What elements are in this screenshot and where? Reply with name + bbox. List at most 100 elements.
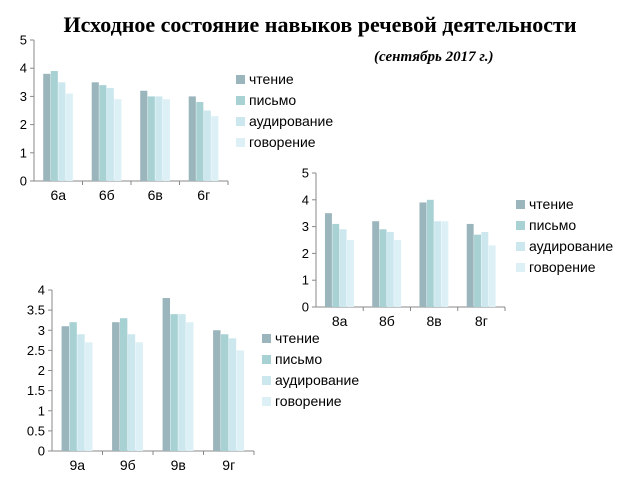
bar-говорение-8а: [346, 240, 354, 307]
bar-аудирование-8а: [339, 229, 347, 307]
bar-чтение-9б: [112, 322, 120, 451]
legend-label: чтение: [529, 196, 574, 212]
y-tick-label: 5: [302, 166, 309, 181]
bar-чтение-9в: [162, 298, 171, 451]
y-tick-label: 2: [38, 363, 45, 378]
y-tick-label: 3: [302, 219, 309, 234]
legend-swatch: [516, 263, 525, 272]
bar-чтение-8б: [372, 221, 380, 307]
legend-label: аудирование: [529, 238, 613, 254]
legend-swatch: [262, 334, 271, 343]
bar-аудирование-8в: [434, 221, 442, 307]
bar-письмо-8в: [426, 199, 434, 307]
y-tick-label: 1.5: [27, 383, 45, 398]
bar-аудирование-6в: [155, 96, 163, 181]
bar-аудирование-9г: [228, 338, 237, 451]
legend-label: письмо: [529, 217, 576, 233]
chart-1: 0 1 2 3 4 5 8а 8б 8в 8г чтение письмо аудирование гов…: [302, 166, 614, 330]
x-category-label: 9г: [222, 457, 235, 473]
x-category-label: 6а: [50, 187, 66, 203]
legend-swatch: [262, 355, 271, 364]
y-tick-label: 0.5: [27, 423, 45, 438]
y-tick-label: 2.5: [27, 343, 45, 358]
bar-чтение-6а: [43, 73, 51, 181]
y-tick-label: 4: [38, 283, 45, 298]
legend-label: говорение: [529, 259, 596, 275]
legend-swatch: [236, 138, 245, 147]
legend-swatch: [262, 376, 271, 385]
y-tick-label: 0: [20, 174, 27, 189]
bar-говорение-8в: [441, 221, 449, 307]
bar-говорение-6б: [114, 99, 122, 181]
legend-label: говорение: [249, 134, 316, 150]
bar-аудирование-9а: [77, 334, 85, 451]
y-tick-label: 3: [38, 323, 45, 338]
bar-говорение-8г: [488, 245, 496, 307]
legend-swatch: [236, 96, 245, 105]
legend-label: говорение: [275, 393, 342, 409]
y-tick-label: 3.5: [27, 303, 45, 318]
y-tick-label: 4: [20, 61, 27, 76]
bar-письмо-9в: [170, 314, 178, 451]
bar-чтение-6б: [91, 82, 99, 181]
x-category-label: 8г: [475, 313, 488, 329]
y-tick-label: 0: [302, 300, 309, 315]
y-tick-label: 0: [38, 444, 45, 459]
bar-говорение-9а: [85, 342, 93, 451]
bar-письмо-6в: [147, 96, 155, 181]
bar-аудирование-9в: [178, 314, 186, 451]
bar-говорение-6а: [65, 93, 73, 181]
y-tick-label: 4: [302, 192, 309, 207]
bar-чтение-8в: [419, 202, 427, 307]
bar-письмо-6б: [99, 85, 107, 181]
bar-письмо-6а: [50, 71, 58, 181]
legend-label: аудирование: [275, 372, 359, 388]
bar-говорение-9г: [236, 350, 245, 451]
legend-label: письмо: [275, 351, 322, 367]
y-tick-label: 1: [302, 273, 309, 288]
bar-говорение-6г: [211, 116, 219, 181]
legend-label: аудирование: [249, 113, 333, 129]
bar-чтение-6в: [140, 90, 148, 181]
bar-аудирование-6б: [106, 87, 114, 181]
y-tick-label: 5: [20, 33, 27, 48]
y-tick-label: 1: [38, 403, 45, 418]
legend-label: чтение: [275, 330, 320, 346]
x-category-label: 6в: [148, 187, 163, 203]
y-tick-label: 3: [20, 89, 27, 104]
bar-чтение-9а: [61, 326, 70, 451]
y-tick-label: 2: [302, 246, 309, 261]
bar-аудирование-8б: [386, 231, 394, 307]
bar-письмо-8б: [379, 229, 387, 307]
chart-2: 0 0.5 1 1.5 2 2.5 3 3.5 4 9а 9б 9в 9г чтение письмо ауд…: [27, 283, 359, 474]
x-category-label: 8б: [379, 313, 395, 329]
legend-swatch: [516, 200, 525, 209]
bar-письмо-9б: [119, 318, 128, 451]
x-category-label: 8а: [332, 313, 348, 329]
legend-swatch: [236, 117, 245, 126]
bar-письмо-8а: [332, 223, 340, 307]
bar-аудирование-8г: [481, 231, 489, 307]
bar-аудирование-6г: [203, 110, 211, 181]
legend-swatch: [236, 75, 245, 84]
bar-письмо-6г: [196, 102, 204, 181]
y-tick-label: 2: [20, 117, 27, 132]
bar-чтение-8г: [466, 223, 474, 307]
page-title: Исходное состояние навыков речевой деяте…: [63, 12, 577, 37]
legend-swatch: [262, 397, 271, 406]
x-category-label: 9в: [171, 457, 186, 473]
bar-аудирование-6а: [58, 82, 66, 181]
legend-label: письмо: [249, 92, 296, 108]
bar-письмо-8г: [474, 234, 481, 307]
bar-чтение-9г: [213, 330, 221, 451]
bar-письмо-9г: [220, 334, 229, 451]
chart-0: 0 1 2 3 4 5 6а 6б 6в 6г чтение письмо аудирование гов…: [20, 33, 334, 204]
x-category-label: 8в: [427, 313, 442, 329]
legend-swatch: [516, 221, 525, 230]
bar-говорение-8б: [394, 240, 402, 307]
x-category-label: 6б: [99, 187, 115, 203]
legend-label: чтение: [249, 71, 294, 87]
bar-говорение-9в: [186, 322, 194, 451]
bar-чтение-8а: [324, 213, 332, 307]
